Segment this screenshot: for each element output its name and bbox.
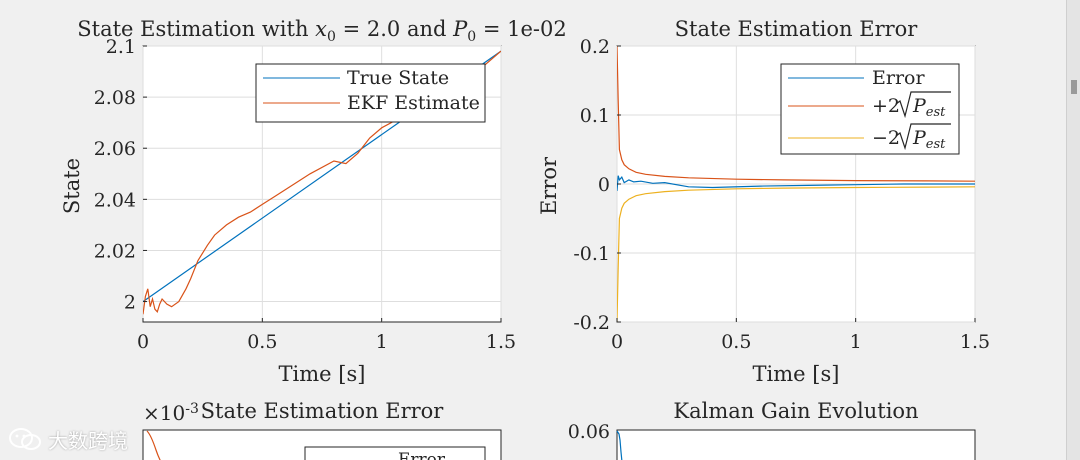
y-tick-label: 0.2 [580, 36, 610, 58]
legend-label-minus-2sigma: −2 Pest [872, 123, 951, 152]
y-tick-label: -0.2 [573, 312, 610, 334]
svg-text:Pest: Pest [912, 127, 946, 152]
x-tick-label: 1.5 [960, 331, 990, 353]
y-axis-label: State [60, 158, 84, 214]
legend[interactable]: True State EKF Estimate [255, 63, 486, 123]
ticks-layer: 0 0.5 1 1.5 2 2.02 2.04 2.06 2.08 2.1 [94, 36, 516, 353]
y-tick-label: 2.02 [94, 240, 136, 262]
x-tick-label: 0 [611, 331, 623, 353]
chart-title: State Estimation with x0 = 2.0 and P0 = … [77, 17, 567, 45]
sqrt-radical-icon [895, 91, 951, 119]
svg-text:Pest: Pest [912, 95, 946, 120]
y-axis-exponent: ×10-3 [143, 401, 199, 425]
legend-box [780, 63, 960, 155]
chart-state-estimation-error: 0 0.5 1 1.5 -0.2 -0.1 0 0.1 0.2 State Estimation… [537, 17, 990, 386]
x-axis-label: Time [s] [279, 362, 366, 386]
y-tick-label: 2 [124, 292, 136, 314]
y-tick-label: 2.04 [94, 189, 136, 211]
series-line-kalman-gain [616, 430, 623, 460]
legend-label-error: Error [398, 450, 446, 460]
chart-kalman-gain-evolution: 0.06 Kalman Gain Evolution [568, 399, 976, 460]
series-line-ekf-estimate [143, 50, 501, 315]
sqrt-radical-icon [895, 123, 951, 151]
x-axis-label: Time [s] [753, 362, 840, 386]
ticks-layer: 0 0.5 1 1.5 -0.2 -0.1 0 0.1 0.2 [573, 36, 990, 353]
legend[interactable]: Error +2 Pest −2 Pest [780, 63, 960, 155]
x-tick-label: 1 [850, 331, 862, 353]
figure-side-toolbar[interactable] [1066, 0, 1080, 460]
legend-label-ekf-estimate: EKF Estimate [347, 92, 480, 114]
chart-title: State Estimation Error [201, 399, 445, 423]
y-tick-label: 2.06 [94, 138, 136, 160]
watermark: 大数跨境 [8, 426, 128, 453]
x-tick-label: 1 [376, 331, 388, 353]
chart-state-estimation-error-2: ×10-3 State Estimation Error Error [142, 399, 502, 460]
toolbar-handle[interactable] [1071, 80, 1077, 94]
y-tick-label: 2.08 [94, 87, 136, 109]
series-layer [617, 46, 975, 322]
series-line-2sqrt-p-est [617, 46, 975, 182]
legend-label-plus-2sigma: +2 Pest [872, 91, 951, 120]
legend-box[interactable] [304, 446, 486, 460]
chart-state-estimation: 0 0.5 1 1.5 2 2.02 2.04 2.06 2.08 2.1 State Estim… [60, 17, 567, 386]
x-tick-label: 1.5 [486, 331, 516, 353]
svg-text:+2: +2 [872, 95, 900, 117]
plot-area [616, 429, 976, 460]
legend-label-true-state: True State [347, 67, 449, 89]
watermark-text: 大数跨境 [48, 428, 128, 453]
x-tick-label: 0.5 [247, 331, 277, 353]
series-line-2sqrt-p-est [617, 186, 975, 322]
series-line-error [617, 175, 975, 191]
x-tick-label: 0.5 [721, 331, 751, 353]
y-tick-label: 0.06 [568, 421, 610, 443]
chart-title: State Estimation Error [675, 17, 919, 41]
legend-label-error: Error [872, 67, 925, 89]
y-axis-label: Error [537, 156, 561, 215]
wechat-logo-icon [9, 428, 41, 450]
legend-box [255, 63, 486, 123]
y-tick-label: -0.1 [573, 243, 610, 265]
y-tick-label: 0.1 [580, 105, 610, 127]
y-tick-label: 2.1 [106, 36, 136, 58]
svg-text:−2: −2 [872, 127, 900, 149]
y-tick-label: 0 [598, 174, 610, 196]
x-tick-label: 0 [137, 331, 149, 353]
chart-title: Kalman Gain Evolution [673, 399, 918, 423]
